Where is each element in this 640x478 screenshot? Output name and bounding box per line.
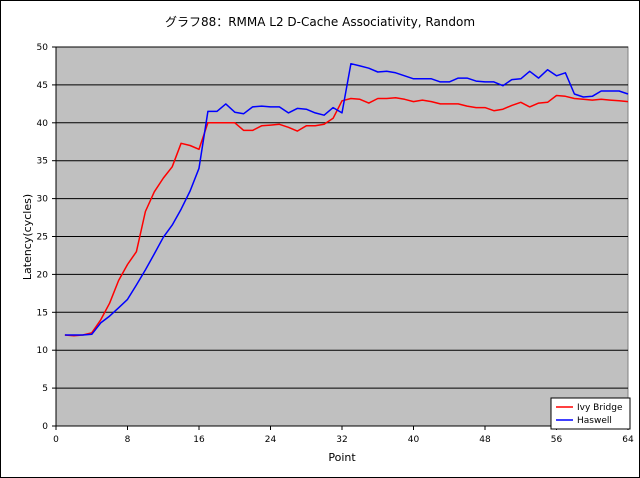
- series-line-ivy-bridge: [64, 94, 629, 337]
- x-tick-label: 32: [336, 435, 347, 445]
- x-tick-label: 0: [53, 435, 59, 445]
- x-tick-label: 40: [408, 435, 420, 445]
- y-tick-label: 0: [42, 422, 48, 432]
- legend-box: [550, 397, 631, 430]
- x-tick-label: 64: [622, 435, 634, 445]
- x-tick-label: 16: [193, 435, 205, 445]
- y-tick-label: 20: [37, 270, 49, 280]
- series-line-haswell: [64, 62, 629, 336]
- x-tick-label: 8: [125, 435, 131, 445]
- series-lines: [64, 62, 629, 337]
- y-axis-label: Latency(cycles): [21, 194, 34, 280]
- y-tick-label: 5: [42, 384, 48, 394]
- legend: Ivy Bridge Haswell: [550, 397, 631, 430]
- x-tick-label: 24: [265, 435, 277, 445]
- y-tick-label: 40: [37, 119, 49, 129]
- y-tick-label: 35: [37, 157, 48, 167]
- x-tick-label: 56: [551, 435, 563, 445]
- y-tick-label: 15: [37, 308, 48, 318]
- x-axis-ticks: 0 8 16 24 32 40 48 56 64: [53, 47, 634, 445]
- legend-label: Ivy Bridge: [577, 403, 623, 413]
- y-tick-label: 30: [37, 195, 49, 205]
- chart-title: グラフ88：RMMA L2 D-Cache Associativity, Ran…: [165, 15, 475, 29]
- y-tick-label: 10: [37, 346, 49, 356]
- x-axis-label: Point: [328, 451, 356, 464]
- y-tick-label: 50: [37, 43, 49, 53]
- x-tick-label: 48: [479, 435, 491, 445]
- legend-label: Haswell: [577, 416, 612, 426]
- y-axis-ticks: 0 5 10 15 20 25 30 35 40 45 50: [37, 43, 56, 432]
- y-tick-label: 25: [37, 233, 48, 243]
- y-tick-label: 45: [37, 81, 48, 91]
